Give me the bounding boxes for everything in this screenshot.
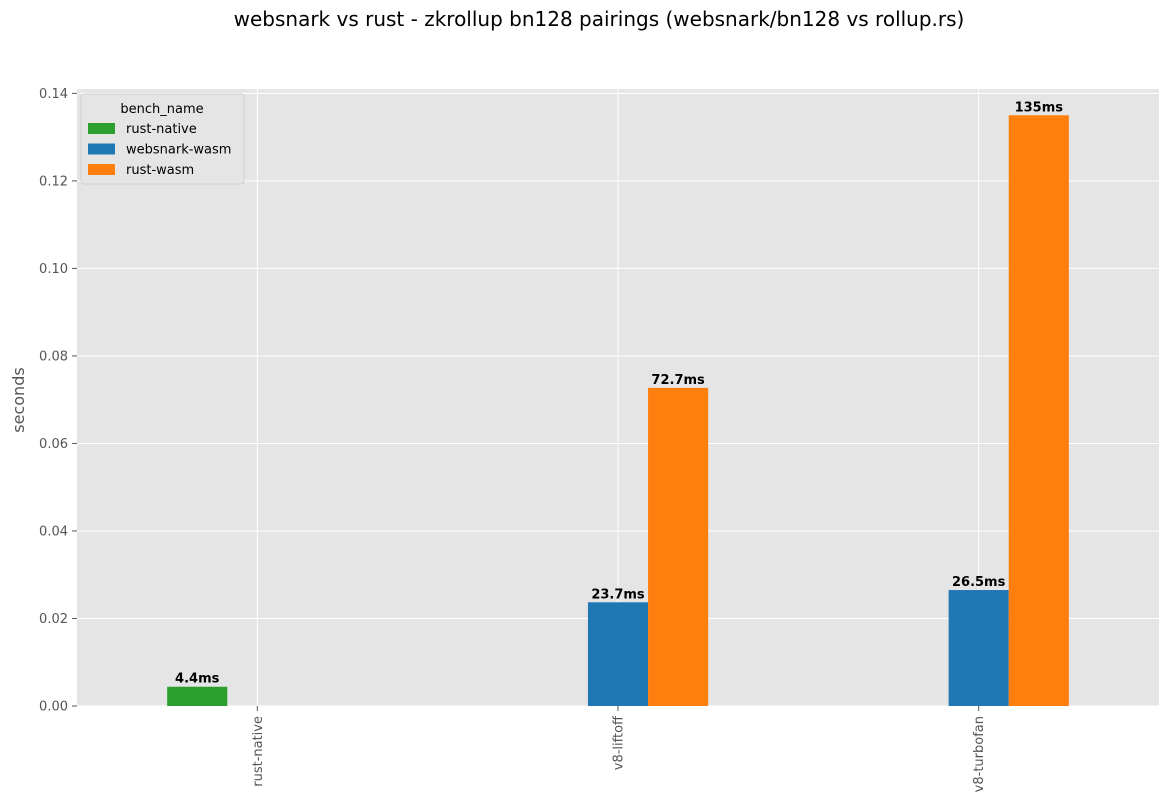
- legend-entry-websnark-wasm: websnark-wasm: [126, 143, 231, 158]
- x-tick-label: rust-native: [251, 716, 266, 787]
- bar-rust-native-rust-native: [167, 686, 228, 706]
- bar-rust-wasm-v8-turbofan: [1008, 115, 1069, 707]
- y-tick-label: 0.14: [39, 87, 68, 102]
- y-tick-label: 0.12: [39, 174, 68, 189]
- bar-websnark-wasm-v8-liftoff: [587, 602, 649, 706]
- y-tick-label: 0.06: [39, 437, 68, 452]
- legend-title: bench_name: [120, 102, 203, 117]
- legend-swatch-rust-wasm: [88, 164, 115, 175]
- x-tick-label: v8-liftoff: [612, 715, 627, 770]
- y-tick-label: 0.00: [39, 700, 68, 715]
- chart-title: websnark vs rust - zkrollup bn128 pairin…: [234, 7, 965, 31]
- legend-entry-rust-native: rust-native: [126, 122, 197, 137]
- data-label: 135ms: [1015, 100, 1064, 115]
- y-tick-label: 0.10: [39, 262, 68, 277]
- legend-box: [80, 93, 245, 185]
- y-tick-label: 0.04: [39, 524, 68, 539]
- legend: bench_name rust-native websnark-wasm rust-w…: [80, 93, 245, 185]
- data-label: 4.4ms: [175, 672, 220, 687]
- y-tick-label: 0.02: [39, 612, 68, 627]
- legend-swatch-websnark-wasm: [88, 143, 115, 155]
- legend-swatch-rust-native: [88, 123, 115, 134]
- legend-entry-rust-wasm: rust-wasm: [126, 163, 194, 178]
- data-label: 72.7ms: [651, 373, 705, 388]
- plot-area: 0.00 0.02 0.04 0.06 0.08 0.10 0.12 0.14 rust-nat…: [39, 87, 1159, 792]
- y-tick-label: 0.08: [39, 349, 68, 364]
- bar-websnark-wasm-v8-turbofan: [948, 590, 1009, 706]
- bar-rust-wasm-v8-liftoff: [648, 387, 709, 706]
- x-tick-label: v8-turbofan: [972, 716, 987, 792]
- data-label: 23.7ms: [591, 587, 645, 602]
- y-axis-label: seconds: [9, 367, 28, 432]
- data-label: 26.5ms: [952, 575, 1006, 590]
